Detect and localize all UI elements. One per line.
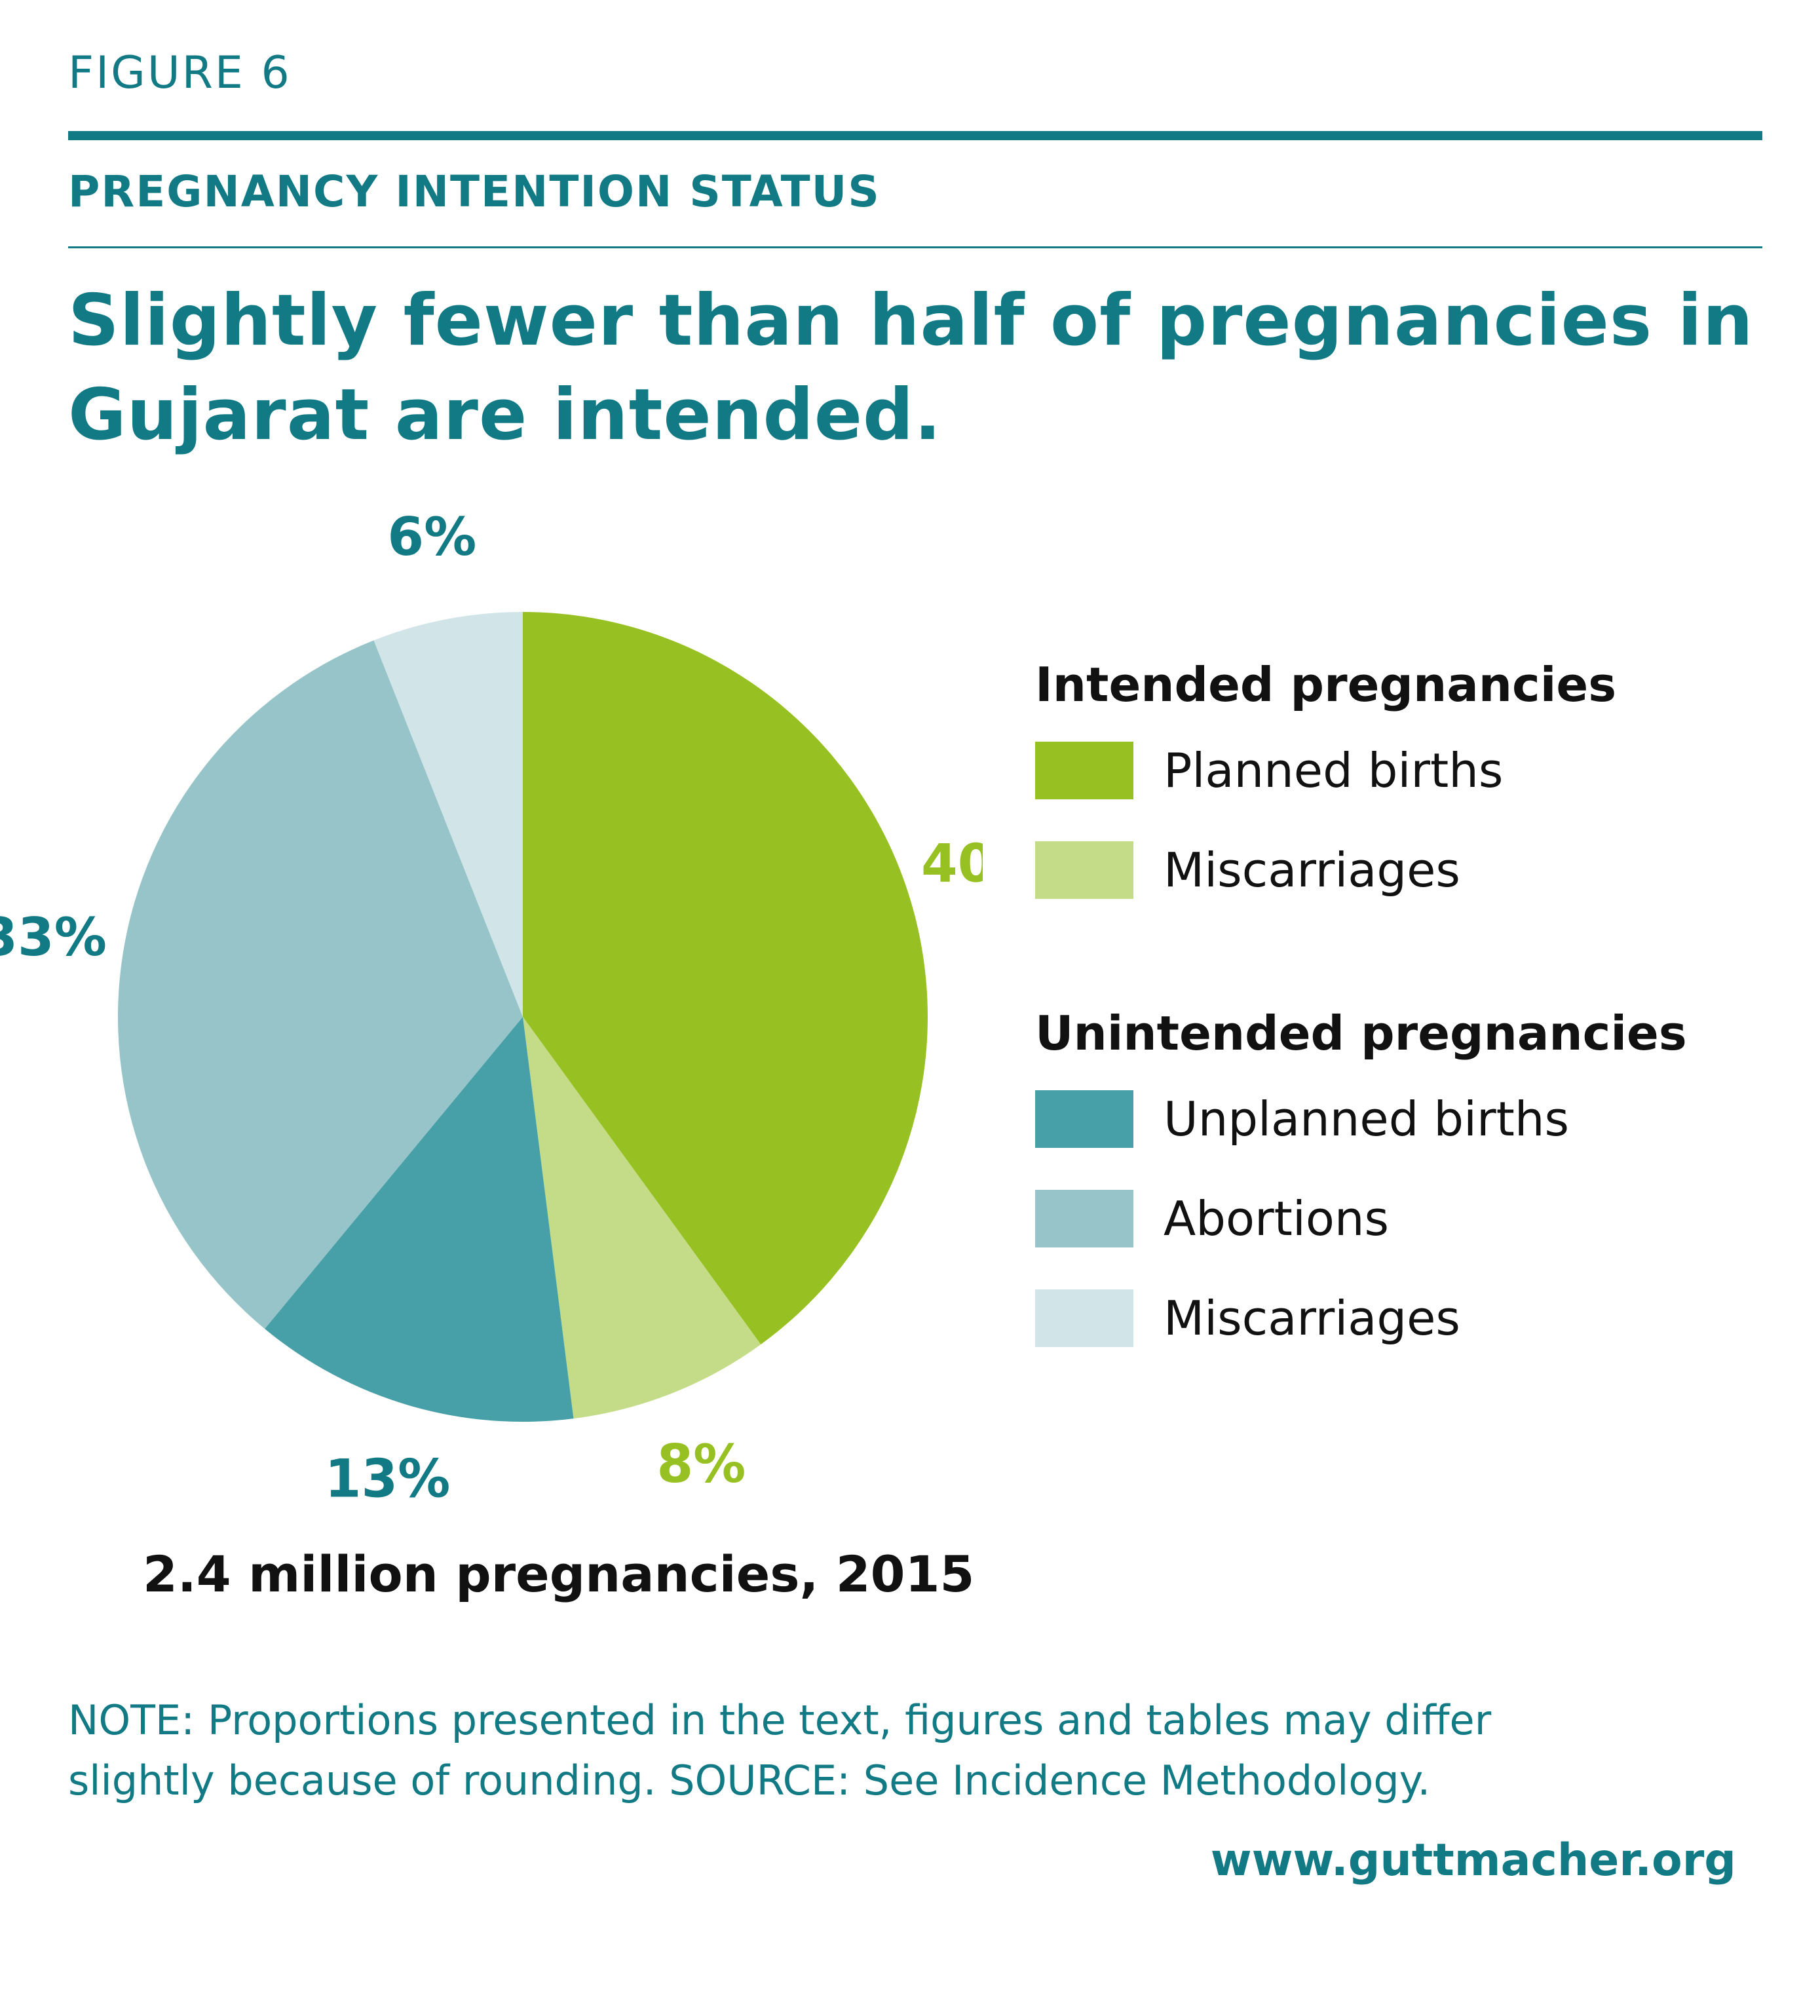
- headline: Slightly fewer than half of pregnancies …: [68, 274, 1772, 463]
- pie-label-4: 33%: [0, 907, 107, 968]
- header-rule: [68, 131, 1762, 140]
- legend-swatch-intended-miscarriages: [1035, 841, 1133, 899]
- pie-label-5: 6%: [387, 506, 476, 567]
- legend-group-title-unintended: Unintended pregnancies: [1035, 1006, 1687, 1061]
- pie-slice-3: [265, 1017, 574, 1422]
- legend-item-unplanned-births: Unplanned births: [1035, 1069, 1789, 1169]
- pie-label-3: 13%: [325, 1449, 450, 1507]
- pie-labels: 40% 8% 13% 33% 6%: [0, 506, 983, 1507]
- headline-line-2: Gujarat are intended.: [68, 374, 942, 456]
- legend-swatch-abortions: [1035, 1190, 1133, 1247]
- pie-label-2: 8%: [656, 1434, 746, 1494]
- chart-caption: 2.4 million pregnancies, 2015: [143, 1545, 975, 1603]
- legend-swatch-planned-births: [1035, 742, 1133, 799]
- pie-slice-5: [373, 612, 523, 1017]
- legend-label-planned-births: Planned births: [1164, 743, 1504, 798]
- legend-label-abortions: Abortions: [1164, 1191, 1390, 1246]
- pie-slice-4: [117, 640, 523, 1329]
- legend-label-unintended-miscarriages: Miscarriages: [1164, 1291, 1460, 1346]
- legend-item-unintended-miscarriages: Miscarriages: [1035, 1268, 1789, 1368]
- legend-item-intended-miscarriages: Miscarriages: [1035, 820, 1789, 920]
- legend: Intended pregnancies Planned births Misc…: [1035, 649, 1789, 1368]
- legend-label-intended-miscarriages: Miscarriages: [1164, 843, 1460, 898]
- pie-slice-2: [523, 1017, 761, 1419]
- legend-item-abortions: Abortions: [1035, 1169, 1789, 1268]
- legend-swatch-unintended-miscarriages: [1035, 1289, 1133, 1347]
- footer-url: www.guttmacher.org: [1210, 1835, 1736, 1886]
- source-note: NOTE: Proportions presented in the text,…: [68, 1690, 1772, 1811]
- legend-swatch-unplanned-births: [1035, 1090, 1133, 1148]
- pie-slice-1: [523, 612, 928, 1344]
- legend-item-planned-births: Planned births: [1035, 721, 1789, 820]
- section-title: PREGNANCY INTENTION STATUS: [68, 166, 881, 217]
- legend-group-title-intended: Intended pregnancies: [1035, 657, 1617, 712]
- section-rule: [68, 246, 1762, 248]
- figure-label: FIGURE 6: [68, 47, 292, 99]
- pie-slices: [117, 612, 928, 1422]
- pie-label-1: 40%: [921, 833, 983, 894]
- note-line-2: slightly because of rounding. SOURCE: Se…: [68, 1757, 1431, 1804]
- note-line-1: NOTE: Proportions presented in the text,…: [68, 1696, 1492, 1744]
- headline-line-1: Slightly fewer than half of pregnancies …: [68, 280, 1754, 362]
- pie-chart: 40% 8% 13% 33% 6%: [0, 506, 983, 1507]
- legend-label-unplanned-births: Unplanned births: [1164, 1092, 1569, 1147]
